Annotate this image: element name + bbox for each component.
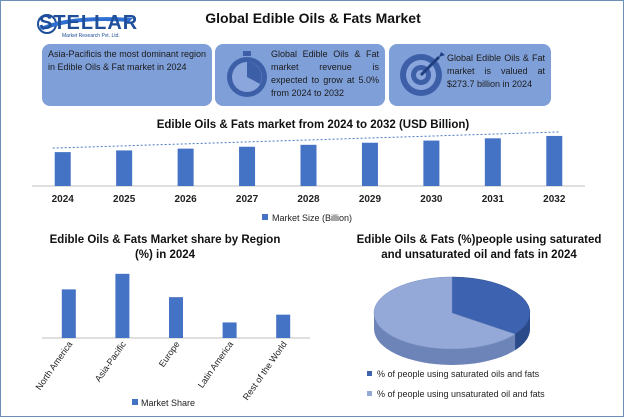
legend-swatch-unsaturated bbox=[367, 391, 372, 396]
stopwatch-icon bbox=[227, 51, 267, 97]
trend-line bbox=[52, 131, 561, 149]
stat-card-text: Global Edible Oils & Fat market is value… bbox=[447, 53, 545, 89]
bar-region bbox=[115, 273, 130, 338]
stat-card-text: Global Edible Oils & Fat market revenue … bbox=[271, 49, 379, 98]
x-tick-label: 2024 bbox=[52, 194, 75, 205]
pie-slice-unsaturated bbox=[373, 276, 516, 350]
legend-label: Market Size (Billion) bbox=[272, 213, 352, 223]
logo-subtitle: Market Research Pvt. Ltd. bbox=[62, 33, 120, 39]
region-share-bar-chart: North America Asia-Pacific Europe Latin Ame… bbox=[34, 273, 310, 408]
target-icon bbox=[400, 52, 445, 96]
bar-2030 bbox=[423, 140, 440, 186]
bar-2032 bbox=[546, 135, 563, 186]
chart-title-oil-usage: Edible Oils & Fats (%)people using satur… bbox=[356, 234, 602, 261]
x-tick-label: 2028 bbox=[297, 194, 320, 205]
chart-title-market-size: Edible Oils & Fats market from 2024 to 2… bbox=[156, 119, 470, 131]
x-tick-label: 2029 bbox=[359, 194, 382, 205]
pie-side-unsaturated bbox=[374, 313, 530, 365]
oil-usage-pie-chart: % of people using saturated oils and fat… bbox=[367, 276, 545, 399]
x-tick-label: North America bbox=[34, 339, 75, 391]
bar-2027 bbox=[239, 146, 256, 186]
pie-side-saturated bbox=[515, 313, 530, 351]
bar-2028 bbox=[300, 144, 317, 186]
legend-swatch bbox=[132, 399, 138, 405]
market-size-bar-chart: 2024 2025 2026 2027 2028 2029 2030 2031 2032 Mark… bbox=[32, 131, 585, 223]
legend-label: Market Share bbox=[141, 398, 195, 408]
legend-swatch bbox=[262, 214, 268, 220]
logo-text: STELLAR bbox=[39, 12, 139, 34]
bar-2024 bbox=[54, 152, 71, 186]
bar-2029 bbox=[361, 142, 378, 186]
x-tick-label: 2031 bbox=[482, 194, 505, 205]
page-title: Global Edible Oils & Fats Market bbox=[205, 10, 421, 26]
stat-card-growth: Global Edible Oils & Fat market revenue … bbox=[215, 44, 385, 106]
legend-swatch-saturated bbox=[367, 371, 372, 376]
bar-2031 bbox=[484, 138, 501, 186]
x-tick-label: Europe bbox=[157, 339, 182, 369]
stat-card-dominant-region: Asia-Pacificis the most dominant region … bbox=[42, 44, 212, 106]
x-tick-label: Rest of the World bbox=[241, 339, 289, 402]
stat-card-text: Asia-Pacificis the most dominant region … bbox=[48, 49, 206, 72]
x-tick-label: 2026 bbox=[174, 194, 197, 205]
x-tick-label: 2027 bbox=[236, 194, 259, 205]
legend-label-saturated: % of people using saturated oils and fat… bbox=[377, 369, 540, 379]
bar-region bbox=[61, 289, 76, 338]
bar-region bbox=[169, 297, 183, 338]
bar-2025 bbox=[116, 150, 133, 186]
bar-2026 bbox=[177, 148, 194, 186]
bar-region bbox=[222, 322, 237, 338]
x-tick-label: Latin America bbox=[196, 339, 235, 389]
chart-title-region-share: Edible Oils & Fats Market share by Regio… bbox=[49, 234, 281, 261]
x-tick-label: 2025 bbox=[113, 194, 136, 205]
x-tick-label: 2032 bbox=[543, 194, 566, 205]
stellar-logo bbox=[37, 14, 133, 34]
x-tick-label: 2030 bbox=[420, 194, 443, 205]
x-tick-label: Asia-Pacific bbox=[93, 339, 128, 384]
pie-slice-saturated bbox=[451, 276, 531, 335]
bar-region bbox=[276, 314, 291, 338]
legend-label-unsaturated: % of people using unsaturated oil and fa… bbox=[377, 389, 545, 399]
stat-card-value: Global Edible Oils & Fat market is value… bbox=[389, 44, 551, 106]
